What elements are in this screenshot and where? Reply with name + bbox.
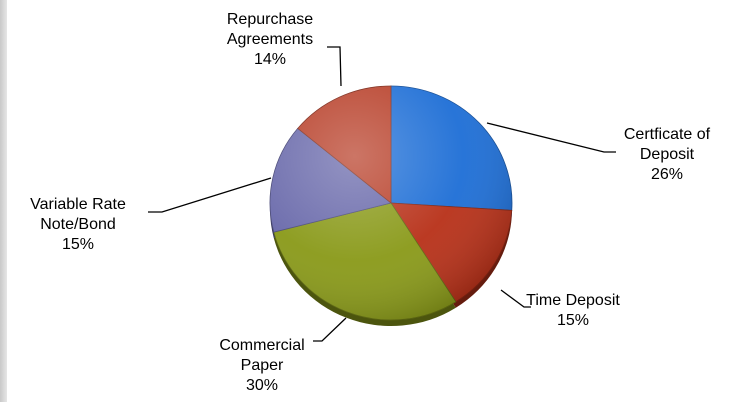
category-label-variable-rate-note-bond: Note/Bond [40,216,116,233]
label-certficate-of-deposit: Certficate of Deposit 26% [624,126,711,183]
left-edge-strip [0,0,7,402]
leader-lines [148,46,616,342]
category-label-certficate-of-deposit: Deposit [640,146,695,163]
label-time-deposit: Time Deposit 15% [526,292,620,329]
percent-label-time-deposit: 15% [557,312,589,329]
category-label-repurchase-agreements: Agreements [227,31,313,48]
category-label-commercial-paper: Commercial [219,337,304,354]
leader-line-time-deposit [500,289,531,308]
category-label-commercial-paper: Paper [241,357,284,374]
percent-label-commercial-paper: 30% [246,377,278,394]
leader-line-certficate-of-deposit [486,122,616,153]
pie-slice-certficate-of-deposit [390,85,513,211]
category-label-variable-rate-note-bond: Variable Rate [30,196,126,213]
category-label-certficate-of-deposit: Certficate of [624,126,711,143]
category-label-time-deposit: Time Deposit [526,292,620,309]
pie-slices [269,85,513,321]
label-variable-rate-note-bond: Variable Rate Note/Bond 15% [30,196,126,253]
label-repurchase-agreements: Repurchase Agreements 14% [227,11,313,68]
percent-label-repurchase-agreements: 14% [254,51,286,68]
percent-label-certficate-of-deposit: 26% [651,166,683,183]
leader-line-commercial-paper [313,317,347,342]
leader-line-variable-rate-note-bond [148,177,272,213]
percent-label-variable-rate-note-bond: 15% [62,236,94,253]
category-label-repurchase-agreements: Repurchase [227,11,313,28]
label-commercial-paper: Commercial Paper 30% [219,337,304,394]
slice-labels: Certficate of Deposit 26% Time Deposit 15% Co… [30,11,711,394]
leader-line-repurchase-agreements [327,46,342,87]
